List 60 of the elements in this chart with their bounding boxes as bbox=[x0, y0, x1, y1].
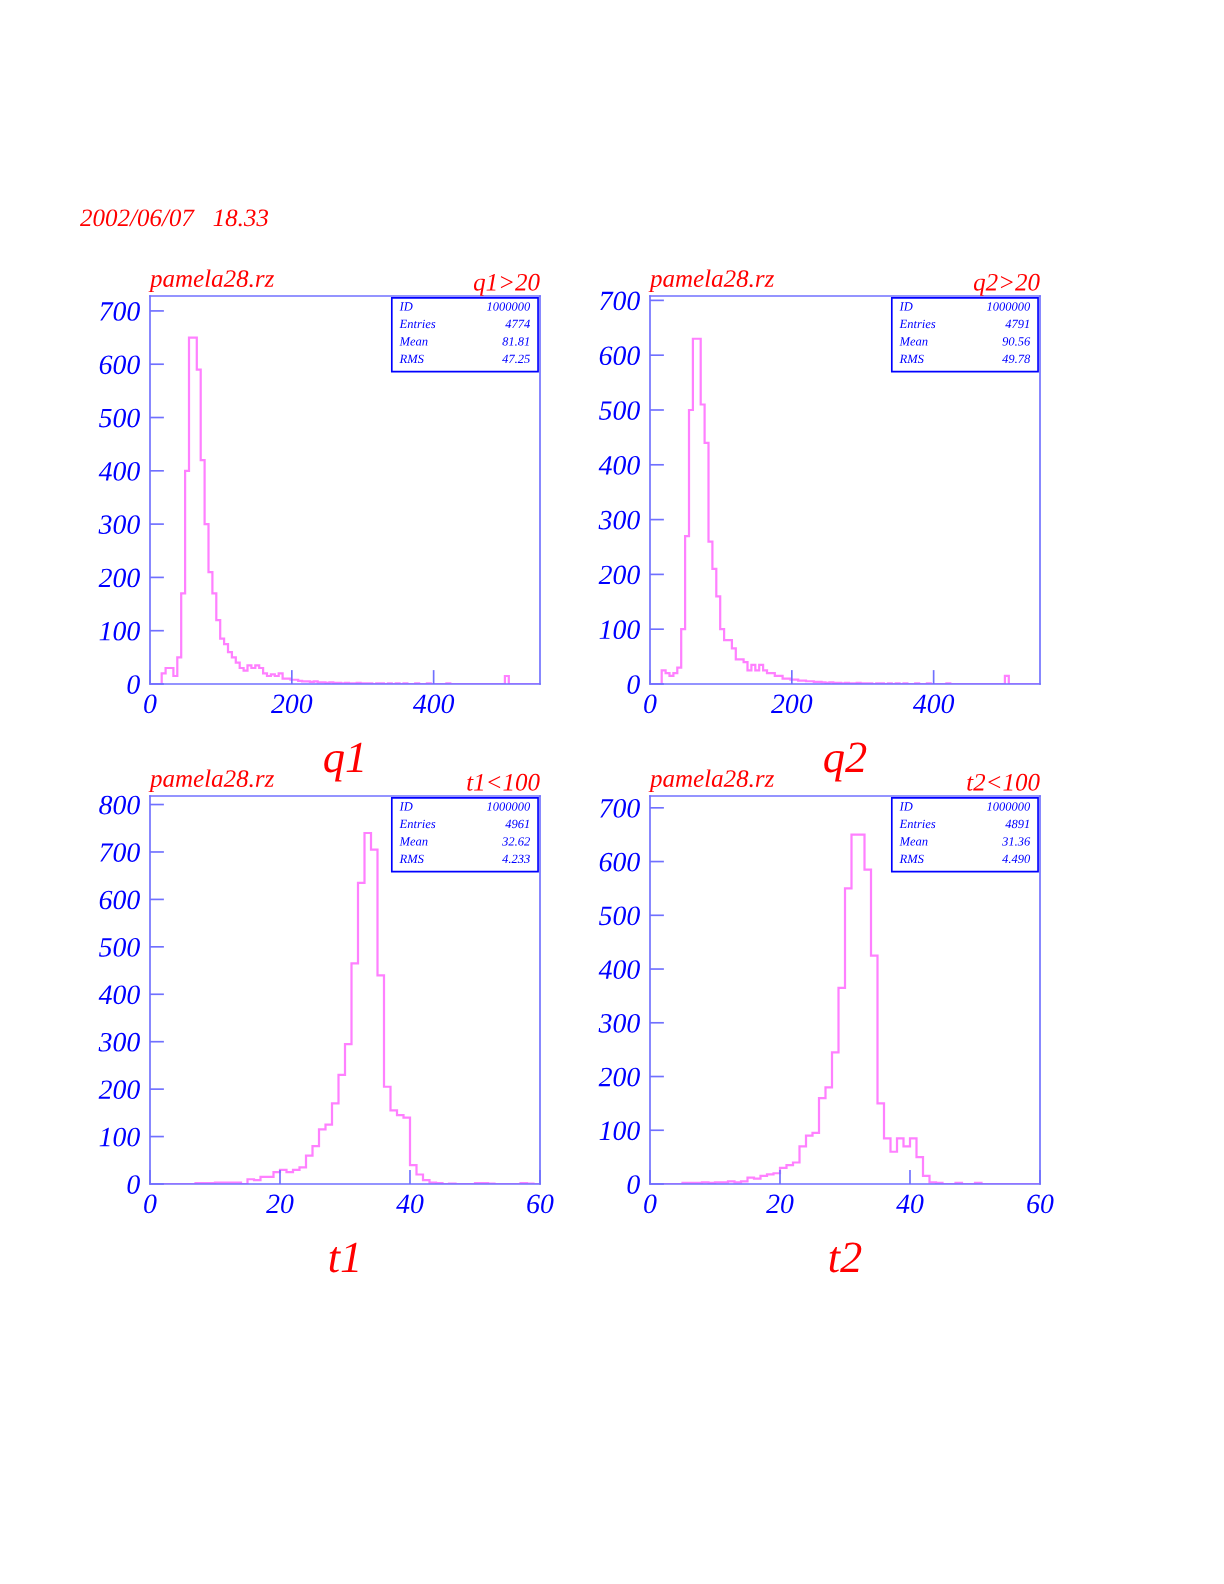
x-tick-label: 0 bbox=[144, 1194, 157, 1214]
y-tick-label: 300 bbox=[598, 510, 640, 530]
x-tick-label: 60 bbox=[527, 1194, 554, 1214]
x-tick-label: 20 bbox=[766, 1194, 794, 1214]
x-axis-title: t2 bbox=[829, 1242, 862, 1273]
text: pamela28.rz bbox=[648, 269, 774, 293]
y-tick-label: 0 bbox=[627, 1175, 640, 1194]
text: pamela28.rz bbox=[648, 769, 774, 793]
y-tick-label: 200 bbox=[598, 1067, 640, 1087]
text: pamela28.rz bbox=[148, 769, 274, 793]
y-tick-label: 500 bbox=[99, 938, 140, 957]
x-tick-label: 60 bbox=[1027, 1194, 1054, 1214]
y-tick-label: 500 bbox=[99, 408, 140, 428]
x-tick-label: 0 bbox=[144, 694, 157, 714]
y-tick-label: 700 bbox=[100, 843, 140, 862]
chart-subtitle: 2002/06/07 18.33 bbox=[80, 209, 269, 227]
y-tick-label: 300 bbox=[98, 515, 140, 535]
x-tick-label: 400 bbox=[412, 694, 455, 714]
y-tick-label: 100 bbox=[599, 1121, 640, 1141]
y-tick-label: 0 bbox=[127, 1175, 140, 1194]
x-axis-title: q1 bbox=[324, 742, 363, 782]
y-tick-label: 500 bbox=[599, 906, 640, 926]
y-tick-label: 600 bbox=[599, 346, 640, 366]
x-tick-label: 40 bbox=[896, 1194, 924, 1214]
y-tick-label: 600 bbox=[99, 890, 140, 910]
x-tick-label: 20 bbox=[266, 1194, 294, 1214]
y-tick-label: 400 bbox=[98, 985, 140, 1005]
y-tick-label: 300 bbox=[598, 1013, 640, 1033]
y-tick-label: 100 bbox=[99, 1127, 140, 1147]
y-tick-label: 100 bbox=[599, 620, 640, 640]
x-axis-title: t1 bbox=[329, 1242, 358, 1273]
y-tick-label: 200 bbox=[98, 568, 140, 588]
y-tick-label: 100 bbox=[99, 621, 140, 641]
chart-title: t1<100 bbox=[467, 773, 540, 791]
x-tick-label: 0 bbox=[644, 1194, 657, 1214]
chart-title: q2>20 bbox=[973, 273, 1040, 296]
y-tick-label: 200 bbox=[98, 1080, 140, 1100]
y-tick-label: 300 bbox=[98, 1032, 140, 1052]
chart-title: t2<100 bbox=[967, 773, 1040, 791]
y-tick-label: 700 bbox=[100, 302, 140, 321]
text: pamela28.rz bbox=[148, 269, 274, 293]
y-tick-label: 200 bbox=[598, 565, 640, 585]
y-tick-label: 400 bbox=[598, 960, 640, 979]
x-tick-label: 40 bbox=[396, 1194, 424, 1214]
y-tick-label: 400 bbox=[598, 455, 640, 475]
y-tick-label: 0 bbox=[127, 675, 140, 694]
chart-title: q1>20 bbox=[473, 273, 540, 296]
y-tick-label: 800 bbox=[99, 795, 140, 815]
y-tick-label: 0 bbox=[627, 675, 640, 694]
x-tick-label: 0 bbox=[644, 694, 657, 714]
y-tick-label: 600 bbox=[99, 355, 140, 375]
y-tick-label: 700 bbox=[600, 798, 640, 818]
x-axis-title: q2 bbox=[824, 742, 867, 782]
y-tick-label: 400 bbox=[98, 461, 140, 481]
y-tick-label: 700 bbox=[600, 291, 640, 311]
x-tick-label: 400 bbox=[912, 694, 955, 714]
x-tick-label: 200 bbox=[771, 694, 813, 714]
y-tick-label: 600 bbox=[599, 852, 640, 872]
y-tick-label: 500 bbox=[599, 401, 640, 420]
x-tick-label: 200 bbox=[271, 694, 313, 714]
